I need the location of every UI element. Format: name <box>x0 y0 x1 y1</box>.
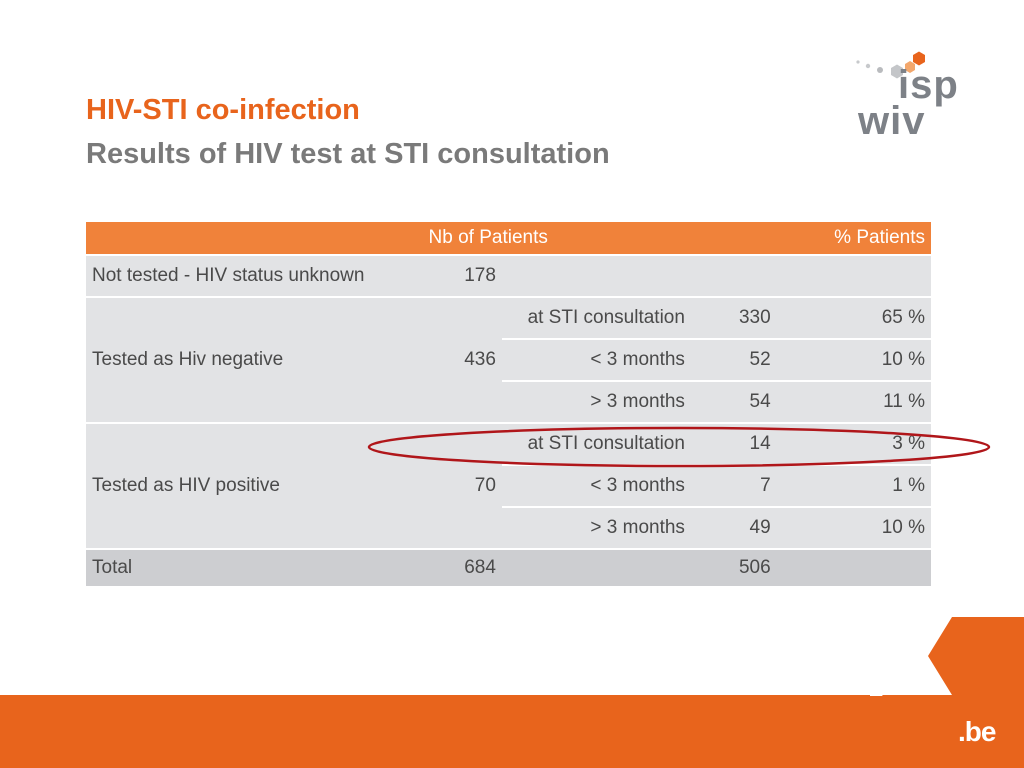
table-row: Tested as HIV positive 70 at STI consult… <box>86 423 931 550</box>
header-pct-patients: % Patients <box>776 222 931 256</box>
group-label: Tested as Hiv negative <box>86 297 421 424</box>
total-nb: 684 <box>420 549 502 588</box>
timing-label: > 3 months <box>501 381 691 424</box>
table-row: Not tested - HIV status unknown 178 <box>86 255 931 298</box>
slide-title: HIV-STI co-infection <box>86 94 360 126</box>
total-label: Total <box>86 549 421 588</box>
logo-dots-icon <box>856 51 925 79</box>
timing-count: 330 <box>690 297 777 340</box>
total-row: Total 684 506 <box>86 549 931 588</box>
timing-pct: 1 % <box>776 465 931 508</box>
timing-count: 52 <box>690 339 777 382</box>
table-row: < 3 months 52 10 % <box>86 339 931 382</box>
timing-label: < 3 months <box>501 465 691 508</box>
timing-label: < 3 months <box>501 339 691 382</box>
timing-count: 49 <box>690 507 777 550</box>
hiv-results-table: Nb of Patients % Patients Not tested - H… <box>86 222 931 588</box>
total-count: 506 <box>690 549 777 588</box>
timing-pct: 11 % <box>776 381 931 424</box>
timing-pct: 10 % <box>776 339 931 382</box>
logo-text-isp: isp <box>898 63 959 107</box>
group-label: Not tested - HIV status unknown <box>86 255 421 298</box>
slide-subtitle: Results of HIV test at STI consultation <box>86 138 610 170</box>
footer-band <box>0 695 1024 768</box>
logo-text-wiv: wiv <box>858 99 926 143</box>
timing-pct: 10 % <box>776 507 931 550</box>
timing-pct: 65 % <box>776 297 931 340</box>
cell-empty <box>776 549 931 588</box>
group-nb: 436 <box>420 297 502 424</box>
table-row: Tested as Hiv negative 436 at STI consul… <box>86 297 931 424</box>
table-row: < 3 months 7 1 % <box>86 465 931 508</box>
footer-hexagon-shape <box>870 612 1024 730</box>
timing-label: > 3 months <box>501 507 691 550</box>
table-row: > 3 months 54 11 % <box>86 381 931 424</box>
isp-wiv-logo: isp wiv <box>850 45 970 145</box>
timing-count: 14 <box>690 423 777 466</box>
timing-label: at STI consultation <box>501 297 691 340</box>
cell-empty <box>776 255 931 298</box>
be-brand-mark: .be <box>958 716 996 747</box>
highlight-ellipse <box>367 426 991 468</box>
cell-empty <box>501 255 691 298</box>
cell-empty <box>690 255 777 298</box>
group-nb: 70 <box>420 423 502 550</box>
header-blank <box>86 222 421 256</box>
group-label: Tested as HIV positive <box>86 423 421 550</box>
table-header-row: Nb of Patients % Patients <box>86 222 931 256</box>
timing-count: 54 <box>690 381 777 424</box>
group-nb: 178 <box>420 255 502 298</box>
table-row: > 3 months 49 10 % <box>86 507 931 550</box>
timing-count: 7 <box>690 465 777 508</box>
header-blank <box>690 222 777 256</box>
cell-empty <box>501 549 691 588</box>
header-nb-patients: Nb of Patients <box>420 222 691 256</box>
